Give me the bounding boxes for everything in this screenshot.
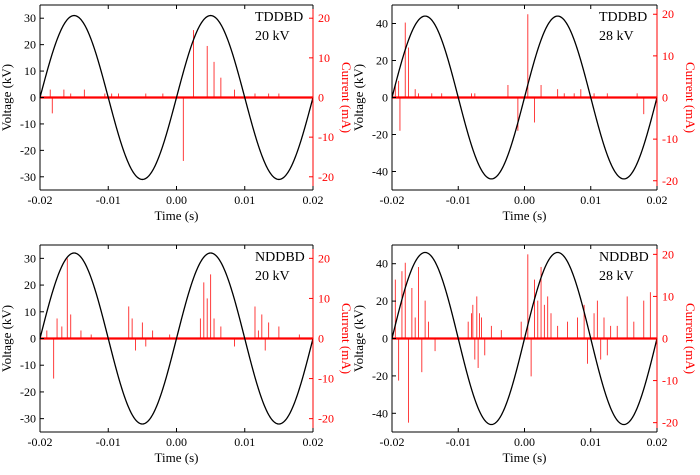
y-left-tick-label: 20 [376,54,388,68]
y-left-tick-label: -10 [20,358,36,372]
voltage-series-line [39,252,314,425]
y-right-tick-label: 20 [318,11,330,25]
voltage-series-line [391,15,658,180]
y-right-tick-label: 20 [662,247,674,261]
y-right-tick-label: -10 [318,130,334,144]
x-tick-label: -0.02 [380,193,405,207]
x-tick-label: -0.02 [28,435,53,449]
y-right-tick-label: 0 [662,332,668,346]
annotation-line-0: NDDBD [255,250,305,265]
x-tick-label: 0.01 [580,193,601,207]
y-right-axis-label: Current (mA) [339,303,354,374]
x-tick-label: -0.01 [96,193,121,207]
annotation-line-1: 20 kV [255,269,290,284]
y-right-tick-label: 10 [662,289,674,303]
y-left-tick-label: 20 [24,278,36,292]
x-tick-label: 0.01 [234,435,255,449]
x-tick-label: -0.01 [446,193,471,207]
voltage-series-line [39,14,314,181]
y-left-axis-label: Voltage (kV) [351,64,366,131]
x-tick-label: -0.02 [28,193,53,207]
x-axis-label: Time (s) [155,450,199,465]
x-tick-label: -0.01 [446,435,471,449]
y-left-tick-label: -10 [20,117,36,131]
y-right-tick-label: 20 [662,7,674,21]
annotation-line-1: 28 kV [599,29,634,44]
x-tick-label: 0.02 [303,193,324,207]
panel-nddbd-28kv: -0.02 -0.01 0.00 0.01 0.02 -40 -20 0 20 40 -20 -10 0… [351,244,698,465]
y-right-tick-label: 0 [318,91,324,105]
y-right-axis-label: Current (mA) [683,62,698,133]
y-left-axis-label: Voltage (kV) [0,64,14,131]
y-right-axis-label: Current (mA) [339,62,354,133]
x-tick-label: 0.01 [234,193,255,207]
y-right-tick-label: 0 [662,91,668,105]
x-axis-label: Time (s) [503,450,547,465]
y-right-tick-label: -10 [662,374,678,388]
annotation-line-1: 20 kV [255,29,290,44]
y-left-tick-label: 40 [376,257,388,271]
y-left-tick-label: -20 [372,369,388,383]
y-left-tick-label: 0 [30,332,36,346]
voltage-series-line [391,251,658,426]
y-left-tick-label: 30 [24,251,36,265]
x-axis-label: Time (s) [503,208,547,223]
y-left-tick-label: 20 [24,38,36,52]
annotation-line-1: 28 kV [599,269,634,284]
y-left-tick-label: 10 [24,305,36,319]
y-right-tick-label: 10 [662,49,674,63]
y-left-tick-label: -40 [372,406,388,420]
panel-tddbd-28kv: -0.02 -0.01 0.00 0.01 0.02 -40 -20 0 20 40 -20 -10 0… [351,4,698,223]
y-left-tick-label: -20 [372,128,388,142]
y-right-tick-label: -20 [662,416,678,430]
y-right-axis-label: Current (mA) [683,303,698,374]
y-left-tick-label: -40 [372,165,388,179]
y-left-tick-label: 40 [376,17,388,31]
y-left-tick-label: 0 [30,91,36,105]
y-left-tick-label: -20 [20,385,36,399]
x-tick-label: 0.02 [647,193,668,207]
annotation-line-0: TDDBD [255,10,303,25]
y-right-tick-label: -20 [318,170,334,184]
y-right-tick-label: 0 [318,332,324,346]
y-left-tick-label: 20 [376,294,388,308]
y-right-tick-label: -20 [662,174,678,188]
y-left-tick-label: 0 [382,91,388,105]
y-left-axis-label: Voltage (kV) [0,305,14,372]
x-tick-label: 0.00 [514,435,535,449]
annotation-line-0: NDDBD [599,250,649,265]
y-right-tick-label: -10 [318,372,334,386]
x-tick-label: 0.00 [166,193,187,207]
x-tick-label: -0.01 [96,435,121,449]
y-right-tick-label: 20 [318,251,330,265]
y-left-tick-label: -30 [20,170,36,184]
y-left-tick-label: 30 [24,11,36,25]
x-tick-label: 0.00 [166,435,187,449]
y-right-tick-label: -20 [318,412,334,426]
y-left-tick-label: -30 [20,412,36,426]
x-tick-label: -0.02 [380,435,405,449]
x-axis-label: Time (s) [155,208,199,223]
x-tick-label: 0.02 [647,435,668,449]
panel-nddbd-20kv: -0.02 -0.01 0.00 0.01 0.02 -30 -20 -10 0 10 20 30 -2… [0,244,354,465]
x-tick-label: 0.02 [303,435,324,449]
y-left-tick-label: -20 [20,143,36,157]
x-tick-label: 0.00 [514,193,535,207]
y-left-tick-label: 10 [24,64,36,78]
x-tick-label: 0.01 [580,435,601,449]
panel-tddbd-20kv: -0.02 -0.01 0.00 0.01 0.02 -30 -20 -10 0 10 20 30 -2… [0,4,354,223]
y-right-tick-label: 10 [318,51,330,65]
y-right-tick-label: -10 [662,132,678,146]
y-left-axis-label: Voltage (kV) [351,305,366,372]
annotation-line-0: TDDBD [599,10,647,25]
y-right-tick-label: 10 [318,291,330,305]
y-left-tick-label: 0 [382,332,388,346]
